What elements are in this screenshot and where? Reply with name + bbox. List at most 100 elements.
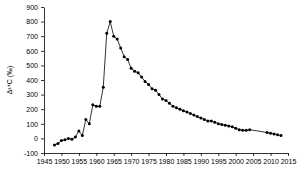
tick: 1995	[211, 153, 227, 165]
marker	[116, 38, 119, 41]
chart: 1945195019551960196519701975198019851990…	[0, 0, 300, 177]
tick: 500	[26, 62, 44, 69]
y-axis: -1000100200300400500600700800900	[24, 4, 45, 157]
marker	[192, 114, 195, 117]
tick: 1970	[124, 153, 140, 165]
tick: 700	[26, 33, 44, 40]
marker	[95, 105, 98, 108]
marker	[133, 70, 136, 73]
marker	[77, 130, 80, 133]
marker	[238, 128, 241, 131]
tick: 300	[26, 91, 44, 98]
marker	[81, 134, 84, 137]
marker	[168, 102, 171, 105]
marker	[175, 106, 178, 109]
plot: 1945195019551960196519701975198019851990…	[24, 4, 296, 165]
tick-mark	[41, 65, 44, 66]
marker	[130, 67, 133, 70]
marker	[206, 119, 209, 122]
tick: 1945	[37, 153, 53, 165]
tick: 1965	[106, 153, 122, 165]
marker	[248, 128, 251, 131]
tick-mark	[149, 153, 150, 156]
tick: 0	[34, 135, 44, 142]
tick-label: 800	[26, 18, 38, 25]
tick-mark	[253, 153, 254, 156]
axis-line	[44, 8, 45, 154]
marker	[203, 118, 206, 121]
marker	[231, 125, 234, 128]
tick-mark	[166, 153, 167, 156]
tick: -100	[24, 150, 44, 157]
tick: 900	[26, 4, 44, 11]
marker	[151, 87, 154, 90]
tick-label: 900	[26, 4, 38, 11]
marker	[227, 124, 230, 127]
tick-mark	[41, 153, 44, 154]
marker	[165, 99, 168, 102]
marker	[147, 83, 150, 86]
marker	[245, 129, 248, 132]
tick-mark	[41, 95, 44, 96]
marker	[140, 76, 143, 79]
tick: 2005	[246, 153, 262, 165]
marker	[154, 89, 157, 92]
marker	[196, 115, 199, 118]
tick: 1980	[159, 153, 175, 165]
marker	[109, 20, 112, 23]
tick: 1975	[141, 153, 157, 165]
tick-mark	[41, 124, 44, 125]
tick-mark	[131, 153, 132, 156]
tick-label: 2000	[228, 158, 244, 165]
tick-mark	[218, 153, 219, 156]
marker	[189, 112, 192, 115]
tick-label: -100	[24, 150, 38, 157]
tick: 1990	[194, 153, 210, 165]
x-axis: 1945195019551960196519701975198019851990…	[37, 153, 297, 165]
tick: 400	[26, 77, 44, 84]
tick-label: 1995	[211, 158, 227, 165]
tick: 100	[26, 121, 44, 128]
tick-label: 1980	[159, 158, 175, 165]
tick-mark	[61, 153, 62, 156]
tick-label: 0	[34, 135, 38, 142]
tick-mark	[96, 153, 97, 156]
marker	[199, 116, 202, 119]
marker	[210, 119, 213, 122]
marker	[273, 133, 276, 136]
tick-label: 200	[26, 106, 38, 113]
tick-label: 1945	[37, 158, 53, 165]
marker	[220, 123, 223, 126]
marker	[74, 135, 77, 138]
tick-label: 1965	[106, 158, 122, 165]
tick-mark	[41, 51, 44, 52]
tick-label: 300	[26, 91, 38, 98]
tick: 800	[26, 18, 44, 25]
marker	[119, 46, 122, 49]
marker	[182, 109, 185, 112]
marker	[56, 142, 59, 145]
marker	[185, 111, 188, 114]
marker	[269, 132, 272, 135]
marker	[161, 97, 164, 100]
marker	[171, 105, 174, 108]
tick: 2000	[228, 153, 244, 165]
tick: 1985	[176, 153, 192, 165]
marker	[126, 58, 129, 61]
marker	[88, 122, 91, 125]
marker	[241, 129, 244, 132]
tick-label: 1955	[72, 158, 88, 165]
tick-label: 2005	[246, 158, 262, 165]
tick: 2010	[263, 153, 279, 165]
marker	[112, 35, 115, 38]
tick-label: 1990	[194, 158, 210, 165]
tick-label: 400	[26, 77, 38, 84]
tick-mark	[79, 153, 80, 156]
marker	[234, 127, 237, 130]
marker	[224, 124, 227, 127]
tick-label: 100	[26, 121, 38, 128]
tick: 1950	[54, 153, 70, 165]
tick-mark	[41, 138, 44, 139]
tick-mark	[41, 22, 44, 23]
tick-mark	[41, 109, 44, 110]
